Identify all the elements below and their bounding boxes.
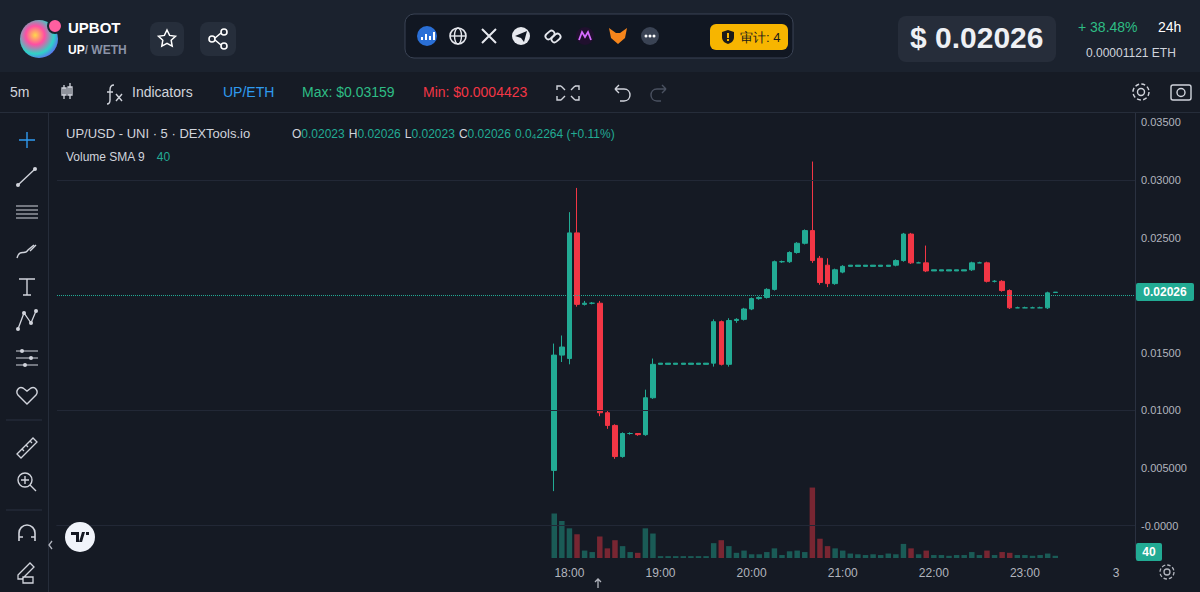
svg-text:22:00: 22:00 (919, 566, 949, 580)
html-text:$ 0.02026: $ 0.02026 (910, 21, 1044, 54)
svg-text:0.03000: 0.03000 (1141, 174, 1181, 186)
html-text:24h: 24h (1158, 19, 1182, 35)
svg-text:0.03500: 0.03500 (1141, 116, 1181, 128)
html-text:Volume SMA 9: Volume SMA 9 (66, 150, 145, 164)
html-text:UP/ETH: UP/ETH (223, 84, 275, 100)
html-text:5m: 5m (10, 84, 30, 100)
svg-text:18:00: 18:00 (554, 566, 584, 580)
svg-text:20:00: 20:00 (737, 566, 767, 580)
html-text:0.00001121 ETH: 0.00001121 ETH (1086, 46, 1176, 60)
html-text:0.02026: 0.02026 (1143, 285, 1187, 300)
svg-text:0.01500: 0.01500 (1141, 347, 1181, 359)
html-text:Min: $0.0004423: Min: $0.0004423 (423, 84, 528, 100)
html-text:40: 40 (1142, 545, 1156, 559)
html-text:UP / WETH: UP / WETH (68, 43, 127, 57)
svg-text:21:00: 21:00 (828, 566, 858, 580)
html-text:Max: $0.03159: Max: $0.03159 (302, 84, 395, 100)
svg-text:19:00: 19:00 (646, 566, 676, 580)
html-text:UP/USD - UNI · 5 · DEXTools.io: UP/USD - UNI · 5 · DEXTools.io (66, 126, 251, 141)
svg-text:0.01000: 0.01000 (1141, 404, 1181, 416)
html-text:UPBOT: UPBOT (68, 19, 121, 36)
svg-text:0.02500: 0.02500 (1141, 232, 1181, 244)
svg-text:-0.0000: -0.0000 (1141, 520, 1178, 532)
html-text:审计: 4: 审计: 4 (740, 30, 781, 45)
html-text:40: 40 (156, 150, 171, 164)
svg-text:3: 3 (1113, 566, 1120, 580)
svg-text:0.005000: 0.005000 (1141, 462, 1187, 474)
html-text:O 0.02023 H 0.02026 L 0.02023: O 0.02023 H 0.02026 L 0.02023 C 0.02026 … (292, 127, 615, 141)
html-text:Indicators: Indicators (132, 84, 193, 100)
html-text:+ 38.48%: + 38.48% (1078, 19, 1138, 35)
svg-text:23:00: 23:00 (1010, 566, 1040, 580)
